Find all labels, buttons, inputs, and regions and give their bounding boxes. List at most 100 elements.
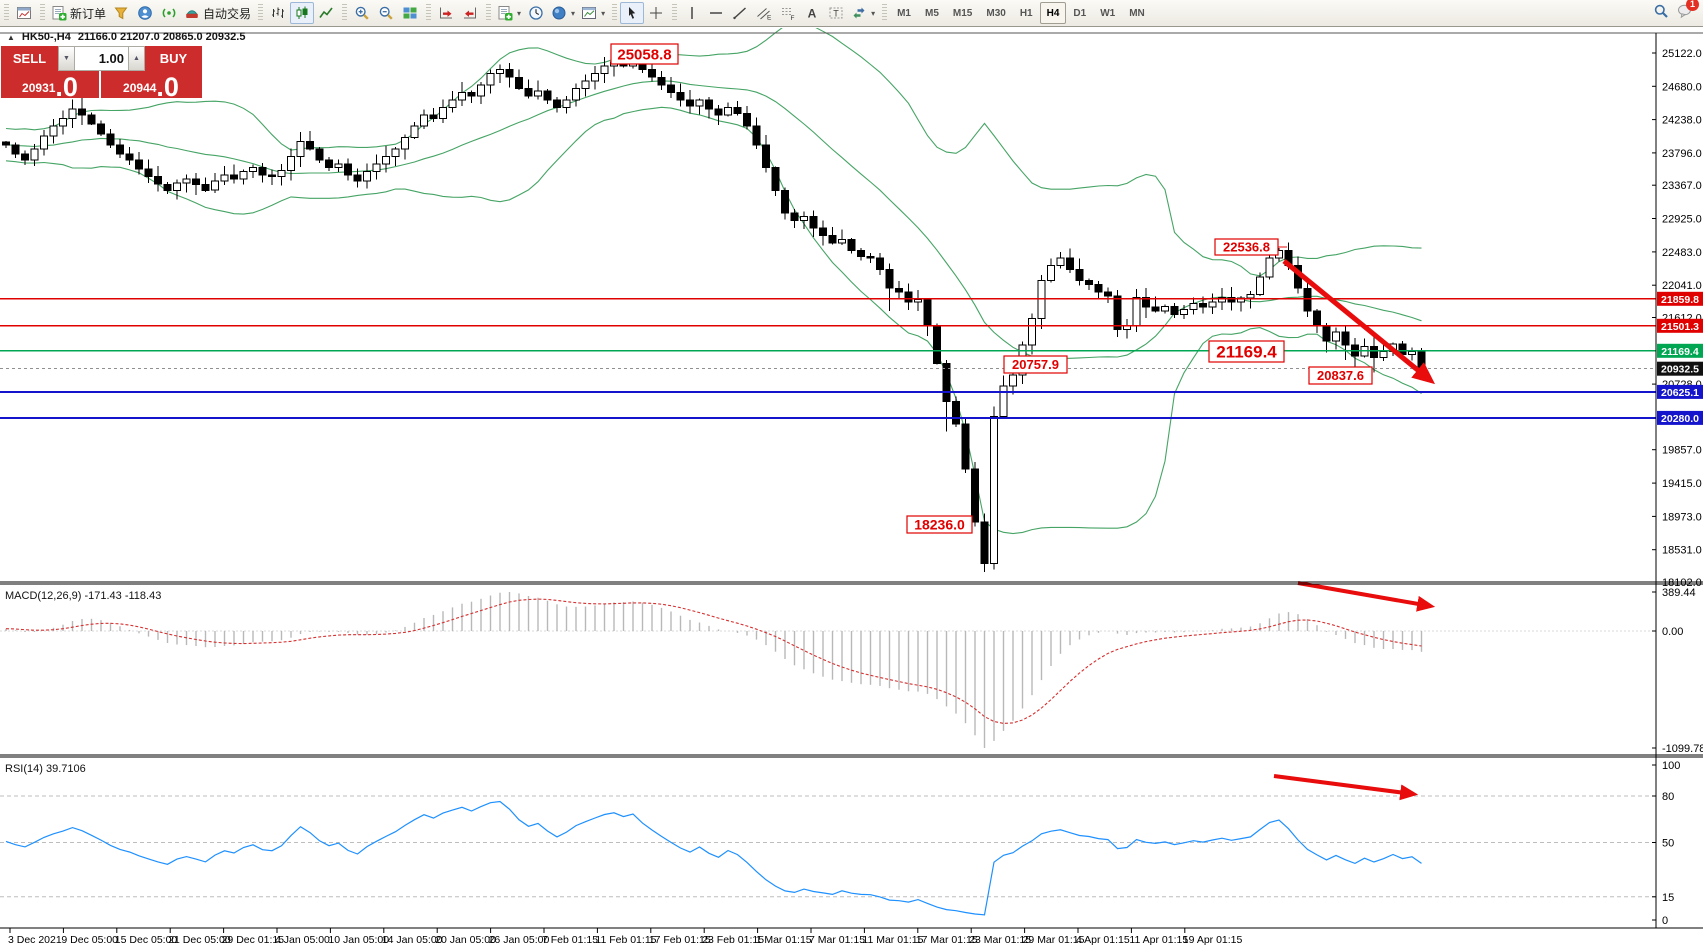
svg-text:22041.0: 22041.0	[1662, 280, 1702, 292]
svg-text:24680.0: 24680.0	[1662, 81, 1702, 93]
svg-text:0: 0	[1662, 915, 1668, 927]
dropdown-caret-icon[interactable]: ▾	[601, 8, 606, 18]
timeframe-button-d1[interactable]: D1	[1073, 7, 1087, 19]
time-label: 11 Mar 01:15	[862, 934, 923, 946]
svg-text:19415.0: 19415.0	[1662, 478, 1702, 490]
sell-button[interactable]: SELL	[1, 46, 58, 71]
dropdown-caret-icon[interactable]: ▾	[571, 8, 576, 18]
shapes-button[interactable]: ▾	[848, 2, 878, 24]
panel-frames	[0, 32, 1703, 929]
volume-decrease-button[interactable]: ▼	[58, 46, 75, 71]
text-button[interactable]: A	[800, 2, 824, 24]
toolbar-grip	[612, 4, 618, 22]
bollinger-bands	[5, 28, 1422, 535]
price-annotation-box[interactable]	[906, 515, 973, 534]
timeframe-button-m1[interactable]: M1	[897, 7, 911, 19]
toolbar-grip	[882, 4, 888, 22]
timeframe-button-h4[interactable]: H4	[1039, 2, 1067, 24]
svg-text:50: 50	[1662, 838, 1674, 850]
timeframe-button-m5[interactable]: M5	[925, 7, 939, 19]
toolbar-grip	[486, 4, 492, 22]
vertical-line-button[interactable]	[680, 2, 704, 24]
price-annotation-box[interactable]	[1214, 238, 1279, 256]
notification-badge: 1	[1686, 0, 1699, 11]
collapse-icon[interactable]: ▲	[7, 32, 15, 42]
autotrade	[186, 10, 198, 18]
mql5-market-icon[interactable]	[109, 2, 133, 24]
timeframe-button-h1[interactable]: H1	[1019, 7, 1033, 19]
label-button[interactable]: T	[824, 2, 848, 24]
tile-windows-button[interactable]	[398, 2, 422, 24]
new-chart-button[interactable]: ▾	[494, 2, 524, 24]
zoom-in-button[interactable]	[350, 2, 374, 24]
ohlc-values: 21166.0 21207.0 20865.0 20932.5	[77, 31, 246, 43]
annotations[interactable]: 25058.8 22536.8 21169.4 20757.9 20837.6 18236…	[610, 43, 1436, 801]
auto-scroll-button[interactable]	[434, 2, 458, 24]
timeframe-button-mn[interactable]: MN	[1129, 7, 1145, 19]
volume-increase-button[interactable]: ▲	[128, 46, 145, 71]
trend-arrow[interactable]	[1273, 774, 1419, 801]
profiles-button[interactable]	[524, 2, 548, 24]
horizontal-line-objects[interactable]	[0, 298, 1656, 419]
trend-arrow[interactable]	[1297, 581, 1436, 612]
price-annotation-text: 20837.6	[1317, 368, 1364, 383]
time-label: 4 Apr 01:15	[1076, 934, 1130, 946]
timeframe-button-m15[interactable]: M15	[952, 7, 973, 19]
indicators-button[interactable]: ▾	[548, 2, 578, 24]
fibonacci-button[interactable]: F	[776, 2, 800, 24]
templates-button[interactable]: ▾	[578, 2, 608, 24]
svg-text:18531.0: 18531.0	[1662, 545, 1702, 557]
clock	[529, 6, 543, 20]
chartwin	[17, 7, 31, 19]
crosshair-button[interactable]	[644, 2, 668, 24]
svg-text:A: A	[808, 7, 817, 21]
dropdown-caret-icon[interactable]: ▾	[517, 8, 522, 18]
price-annotation-box[interactable]	[610, 43, 679, 65]
new-order-button[interactable]: 新订单	[48, 2, 109, 24]
symbol-title: HK50-,H4	[21, 31, 71, 43]
horizontal-line-button[interactable]	[704, 2, 728, 24]
price-annotation-box[interactable]	[1308, 366, 1373, 385]
search-icon[interactable]	[1653, 3, 1669, 24]
svg-text:23796.0: 23796.0	[1662, 148, 1702, 160]
rsi-label: RSI(14) 39.7106	[5, 763, 86, 775]
chart-canvas[interactable]: MACD(12,26,9) -171.43 -118.43 RSI(14) 39.…	[0, 28, 1703, 949]
bb-lower	[5, 106, 1422, 535]
line-chart-button[interactable]	[314, 2, 338, 24]
channel-button[interactable]: E	[752, 2, 776, 24]
buy-price[interactable]: 20944 .0	[123, 72, 179, 102]
candles	[2, 52, 1426, 572]
price-annotation-box[interactable]	[1208, 340, 1285, 363]
time-label: 17 Mar 01:15	[916, 934, 978, 946]
candle-chart-button[interactable]	[290, 2, 315, 24]
price-tag-21501.3: 21501.3	[1661, 321, 1699, 333]
price-annotation-text: 22536.8	[1223, 240, 1270, 255]
autotrading-button[interactable]: 自动交易	[181, 2, 254, 24]
cursor-button[interactable]	[620, 2, 645, 24]
time-label: 4 Jan 05:00	[275, 934, 330, 946]
chart-window-icon[interactable]	[12, 2, 36, 24]
chart-shift-button[interactable]	[458, 2, 482, 24]
timeframe-button-m30[interactable]: M30	[986, 7, 1006, 19]
sell-price[interactable]: 20931 .0	[1, 71, 101, 101]
bar-chart-button[interactable]	[266, 2, 290, 24]
notifications-icon[interactable]: 1	[1677, 0, 1699, 24]
zoomout	[379, 6, 393, 20]
community-icon[interactable]	[133, 2, 157, 24]
buy-button[interactable]: BUY	[145, 46, 202, 71]
time-label: 3 Dec 2021	[8, 934, 62, 946]
timeframe-button-w1[interactable]: W1	[1100, 7, 1116, 19]
trendline-button[interactable]	[728, 2, 752, 24]
time-label: 7 Feb 01:15	[542, 934, 598, 946]
price-annotation-box[interactable]	[1003, 355, 1068, 374]
price-tag-21169.4: 21169.4	[1661, 346, 1699, 358]
svg-text:24238.0: 24238.0	[1662, 115, 1702, 127]
zoom-out-button[interactable]	[374, 2, 398, 24]
dropdown-caret-icon[interactable]: ▾	[871, 8, 876, 18]
time-label: 26 Jan 05:00	[489, 934, 550, 946]
volume-input[interactable]	[75, 46, 128, 71]
one-click-trade-panel: SELL ▼ ▲ BUY 20931 .0 20944 .0	[1, 46, 202, 102]
signals-icon[interactable]	[157, 2, 181, 24]
trend-arrow[interactable]	[1282, 259, 1436, 385]
svg-text:-1099.78: -1099.78	[1662, 743, 1703, 755]
